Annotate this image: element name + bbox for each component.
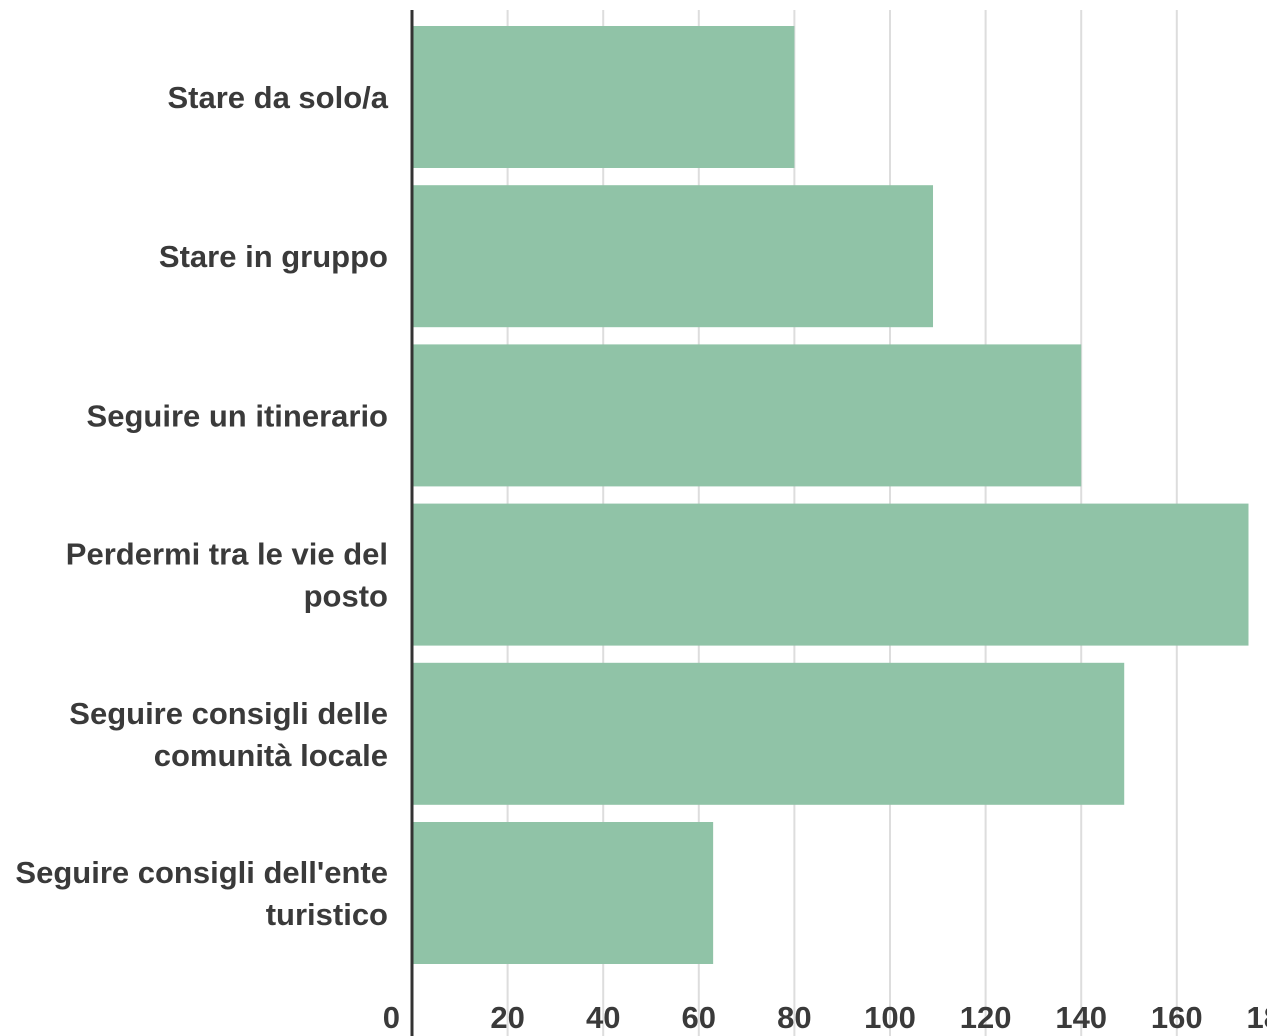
x-tick-label-0: 0 bbox=[383, 1000, 400, 1035]
x-tick-label-80: 80 bbox=[777, 1000, 811, 1035]
category-label-3: Perdermi tra le vie del posto bbox=[66, 537, 388, 614]
x-tick-label-40: 40 bbox=[586, 1000, 620, 1035]
x-tick-label-120: 120 bbox=[960, 1000, 1012, 1035]
category-label-0: Stare da solo/a bbox=[167, 80, 388, 115]
category-label-line: Perdermi tra le vie del bbox=[66, 537, 388, 572]
bar-5 bbox=[412, 822, 714, 964]
bar-3 bbox=[412, 503, 1249, 646]
x-tick-labels: 0 20 40 60 80 100 120 140 160 180 bbox=[383, 1000, 1267, 1035]
x-tick-label-100: 100 bbox=[864, 1000, 916, 1035]
category-label-line: posto bbox=[304, 579, 388, 614]
x-tick-label-140: 140 bbox=[1055, 1000, 1107, 1035]
category-label-line: Seguire consigli dell'ente bbox=[15, 855, 388, 890]
category-label-2: Seguire un itinerario bbox=[87, 398, 388, 433]
bar-2 bbox=[412, 344, 1082, 487]
bar-0 bbox=[412, 26, 795, 168]
x-tick-label-160: 160 bbox=[1151, 1000, 1203, 1035]
category-label-line: Seguire consigli delle bbox=[69, 696, 388, 731]
category-labels: Stare da solo/a Stare in gruppo Seguire un… bbox=[15, 80, 388, 932]
x-tick-label-180: 180 bbox=[1247, 1000, 1267, 1035]
category-label-line: Stare in gruppo bbox=[159, 239, 388, 274]
category-label-line: Seguire un itinerario bbox=[87, 398, 388, 433]
category-label-line: Stare da solo/a bbox=[167, 80, 388, 115]
x-tick-label-20: 20 bbox=[490, 1000, 524, 1035]
bar-4 bbox=[412, 662, 1125, 805]
x-tick-label-60: 60 bbox=[682, 1000, 716, 1035]
category-label-1: Stare in gruppo bbox=[159, 239, 388, 274]
category-label-5: Seguire consigli dell'ente turistico bbox=[15, 855, 388, 932]
bars bbox=[412, 26, 1249, 964]
bar-1 bbox=[412, 185, 934, 328]
category-label-4: Seguire consigli delle comunità locale bbox=[69, 696, 388, 773]
category-label-line: comunità locale bbox=[154, 738, 388, 773]
category-label-line: turistico bbox=[266, 897, 388, 932]
